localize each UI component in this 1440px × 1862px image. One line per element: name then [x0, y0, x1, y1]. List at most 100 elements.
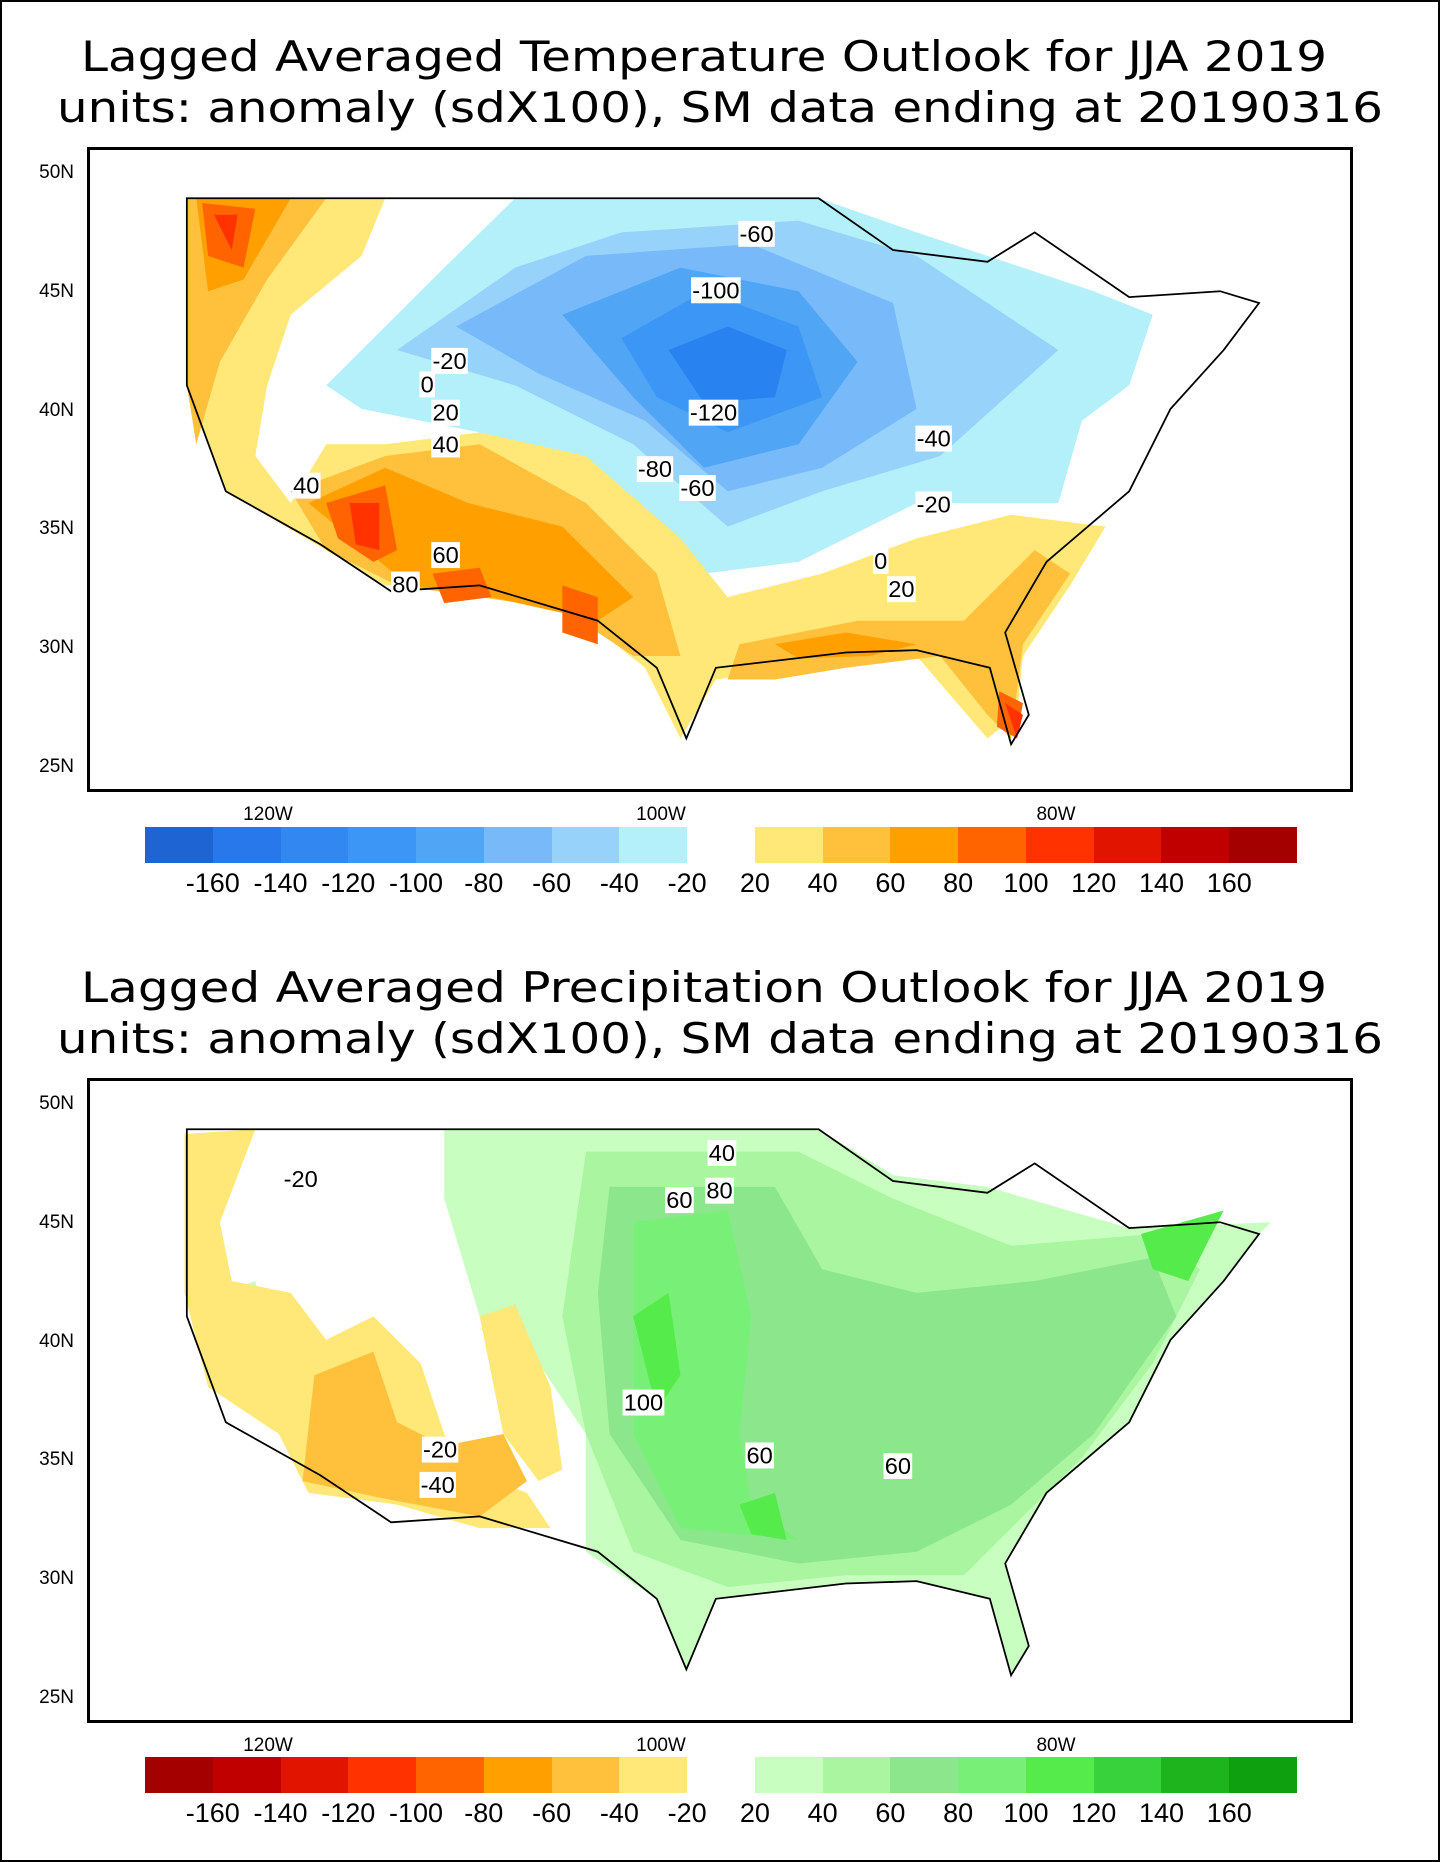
- contour-label-background: [431, 431, 460, 458]
- lat-label: 40N: [39, 1331, 74, 1352]
- contour-label: 80: [706, 1178, 732, 1204]
- contour-label: -60: [680, 475, 714, 501]
- lat-label: 50N: [39, 1093, 74, 1114]
- contour-label-background: [636, 456, 674, 483]
- lat-label: 25N: [39, 1687, 74, 1708]
- colorbar-segment: [958, 1757, 1027, 1793]
- contour-label-background: [291, 472, 321, 499]
- contour-label: -20: [284, 1166, 318, 1192]
- contour-label-background: [391, 571, 420, 598]
- contour-label: 60: [747, 1442, 773, 1468]
- lon-label: 100W: [636, 1735, 686, 1756]
- precipitation-title: Lagged Averaged Precipitation Outlook fo…: [57, 963, 1383, 1063]
- precipitation-title-line2: units: anomaly (sdX100), SM data ending …: [57, 1014, 1383, 1063]
- colorbar-label: 120: [1071, 868, 1117, 898]
- colorbar-segment: [551, 1757, 620, 1793]
- colorbar-segment: [687, 1757, 756, 1793]
- contour-label-background: [431, 347, 468, 374]
- precipitation-contour-labels: 40 -20 60 80 100 -20 60 60 -40: [282, 1140, 913, 1498]
- contour-label: 100: [624, 1390, 663, 1416]
- precipitation-colorbar: [145, 1757, 1298, 1793]
- precipitation-wet-shading: [196, 1129, 1271, 1676]
- colorbar-label: -20: [667, 868, 707, 898]
- colorbar-segment: [619, 1757, 688, 1793]
- contour-label-background: [431, 399, 460, 426]
- colorbar-label: -100: [389, 1798, 444, 1828]
- contour-label-background: [282, 1165, 319, 1192]
- colorbar-segment: [890, 1757, 959, 1793]
- colorbar-segment: [1093, 1757, 1162, 1793]
- colorbar-segment: [280, 827, 349, 863]
- colorbar-label: -160: [185, 1798, 240, 1828]
- colorbar-segment: [1229, 1757, 1298, 1793]
- colorbar-segment: [348, 1757, 417, 1793]
- precipitation-dry-shading: [184, 1129, 563, 1529]
- contour-label-background: [419, 1471, 456, 1498]
- colorbar-segment: [687, 827, 756, 863]
- precipitation-map: 40 -20 60 80 100 -20 60 60 -40: [87, 1078, 1353, 1723]
- contour-label: -40: [917, 426, 951, 452]
- colorbar-segment: [1093, 827, 1162, 863]
- colorbar-segment: [619, 827, 688, 863]
- colorbar-label: 100: [1003, 868, 1049, 898]
- colorbar-label: -120: [321, 868, 376, 898]
- lon-label: 80W: [1036, 1735, 1076, 1756]
- colorbar-label: -60: [532, 868, 572, 898]
- colorbar-segment: [1025, 1757, 1095, 1793]
- colorbar-label: 140: [1138, 1798, 1184, 1828]
- colorbar-label: -40: [599, 1798, 639, 1828]
- contour-label-background: [691, 277, 741, 304]
- lat-label: 40N: [39, 400, 74, 421]
- contour-label: -100: [692, 277, 739, 303]
- contour-label-background: [738, 220, 775, 247]
- colorbar-label: 140: [1138, 868, 1184, 898]
- colorbar-label: 40: [807, 868, 838, 898]
- contour-label-background: [679, 475, 716, 501]
- colorbar-segment: [1229, 827, 1298, 863]
- colorbar-segment: [1161, 827, 1230, 863]
- colorbar-segment: [483, 827, 553, 863]
- colorbar-segment: [416, 1757, 485, 1793]
- colorbar-label: -80: [464, 1798, 504, 1828]
- contour-label-background: [622, 1389, 665, 1416]
- colorbar-label: 20: [739, 868, 770, 898]
- colorbar-label: 80: [943, 1798, 974, 1828]
- contour-label: 60: [432, 542, 458, 568]
- colorbar-label: 40: [807, 1798, 838, 1828]
- contour-label: 40: [432, 431, 458, 457]
- colorbar-segment: [145, 1757, 214, 1793]
- contour-label-background: [705, 1177, 734, 1204]
- colorbar-label: 60: [875, 1798, 906, 1828]
- contour-label: 0: [421, 371, 434, 397]
- colorbar-label: -40: [599, 868, 639, 898]
- contour-label-background: [915, 425, 952, 452]
- contour-label-background: [745, 1442, 775, 1469]
- contour-label: 60: [666, 1187, 692, 1213]
- colorbar-label: 120: [1071, 1798, 1117, 1828]
- colorbar-label: -20: [667, 1798, 707, 1828]
- colorbar-label: 100: [1003, 1798, 1049, 1828]
- colorbar-label: -80: [464, 868, 504, 898]
- colorbar-segment: [280, 1757, 349, 1793]
- contour-label: -20: [432, 348, 466, 374]
- contour-label: 60: [885, 1453, 911, 1479]
- us-outline: [185, 197, 1261, 747]
- contour-label: -20: [423, 1437, 457, 1463]
- temperature-title-line1: Lagged Averaged Temperature Outlook for …: [81, 32, 1327, 81]
- contour-label-background: [665, 1187, 694, 1214]
- lon-label: 100W: [636, 804, 686, 825]
- colorbar-label: 160: [1206, 868, 1252, 898]
- lat-label: 45N: [39, 281, 74, 302]
- temperature-title-line2: units: anomaly (sdX100), SM data ending …: [57, 83, 1383, 132]
- colorbar-label: -60: [532, 1798, 572, 1828]
- contour-label-background: [431, 542, 460, 569]
- temperature-title: Lagged Averaged Temperature Outlook for …: [57, 32, 1383, 132]
- contour-label: -20: [917, 491, 951, 517]
- colorbar-segment: [1025, 827, 1095, 863]
- colorbar-label: 160: [1206, 1798, 1252, 1828]
- precipitation-colorbar-labels: -160 -140 -120 -100 -80 -60 -40 -20 20 40 60 80 100 1…: [0, 1798, 1440, 1828]
- colorbar-segment: [822, 827, 891, 863]
- contour-label: -40: [421, 1472, 455, 1498]
- colorbar-segment: [890, 827, 959, 863]
